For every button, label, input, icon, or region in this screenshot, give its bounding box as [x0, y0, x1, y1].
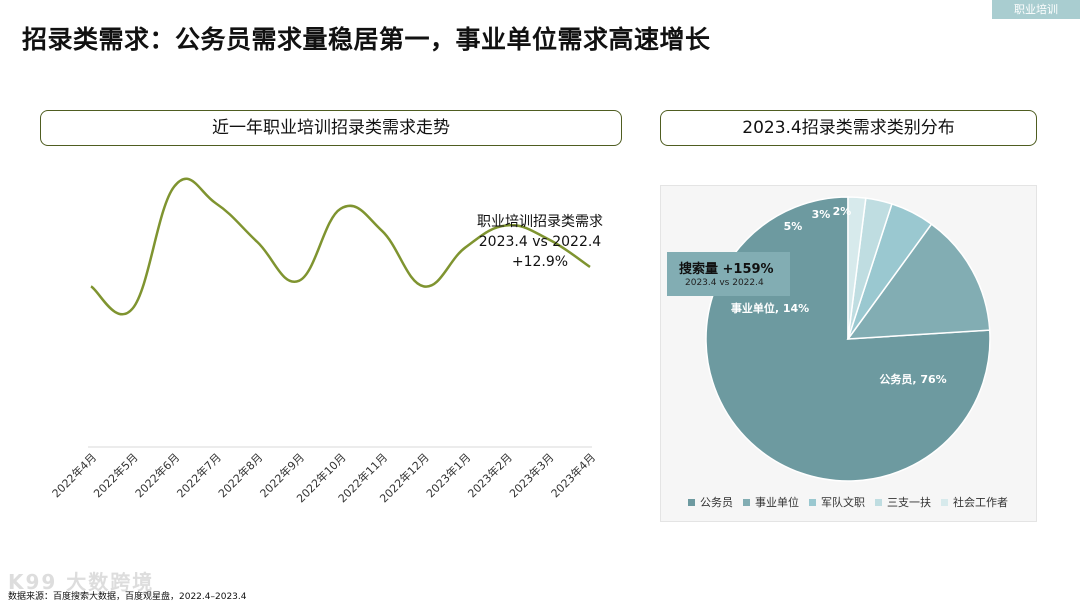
pie-chart-heading: 2023.4招录类需求类别分布 — [660, 110, 1037, 146]
annotation-growth: +12.9% — [511, 254, 569, 270]
annotation-period: 2023.4 vs 2022.4 — [478, 234, 602, 250]
legend-item: 三支一扶 — [875, 494, 931, 510]
category-tag: 职业培训 — [992, 0, 1080, 19]
legend-label: 三支一扶 — [887, 496, 931, 509]
pie-data-label: 2% — [833, 205, 852, 218]
legend-swatch — [809, 498, 816, 506]
legend-swatch — [875, 498, 882, 506]
watermark-logo: K99 大数跨境 — [8, 570, 155, 594]
trend-annotation: 职业培训招录类需求 2023.4 vs 2022.4 +12.9% — [462, 212, 618, 272]
series-line — [90, 177, 591, 316]
legend-swatch — [743, 498, 750, 506]
page-title: 招录类需求：公务员需求量稳居第一，事业单位需求高速增长 — [22, 25, 711, 54]
pie-data-label: 事业单位, 14% — [731, 301, 809, 315]
legend-item: 社会工作者 — [941, 494, 1008, 510]
pie-data-label: 公务员, 76% — [879, 372, 946, 386]
pie-data-label: 5% — [784, 220, 803, 233]
legend-label: 事业单位 — [755, 496, 799, 509]
pie-slice-社会工作者 — [847, 196, 867, 340]
legend-label: 社会工作者 — [953, 496, 1008, 509]
legend-label: 军队文职 — [821, 496, 865, 509]
annotation-title: 职业培训招录类需求 — [477, 214, 603, 230]
callout-period: 2023.4 vs 2022.4 — [685, 278, 764, 288]
line-chart-heading: 近一年职业培训招录类需求走势 — [40, 110, 622, 146]
legend-item: 军队文职 — [809, 494, 865, 510]
legend-label: 公务员 — [700, 496, 733, 509]
pie-data-label: 3% — [812, 208, 831, 221]
search-growth-callout: 搜索量 +159% 2023.4 vs 2022.4 — [667, 252, 790, 296]
pie-slice-事业单位 — [846, 223, 991, 340]
data-source: 数据来源：百度搜索大数据，百度观星盘，2022.4–2023.4 — [8, 592, 247, 602]
legend-item: 事业单位 — [743, 494, 799, 510]
callout-growth: 搜索量 +159% — [679, 262, 774, 277]
legend-item: 公务员 — [688, 494, 733, 510]
legend-swatch — [941, 498, 948, 506]
legend-swatch — [688, 498, 695, 506]
pie-legend: 公务员 事业单位 军队文职 三支一扶 社会工作者 — [688, 494, 1028, 510]
